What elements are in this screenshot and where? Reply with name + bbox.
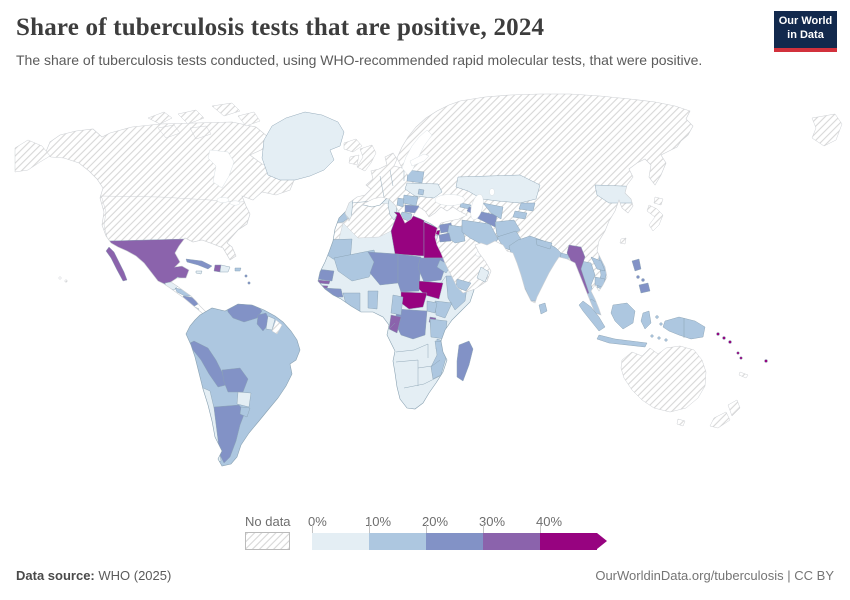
country-usa[interactable] (99, 195, 255, 261)
arctic-island[interactable] (157, 124, 181, 139)
country-puerto-rico[interactable] (234, 267, 242, 272)
country-mali[interactable] (333, 249, 378, 282)
country-indonesia-borneo[interactable] (610, 302, 636, 330)
country-dominican-republic[interactable] (219, 264, 231, 273)
country-french-guiana[interactable] (271, 319, 283, 335)
island-dot[interactable] (736, 351, 740, 355)
country-uganda[interactable] (426, 300, 438, 314)
arctic-island[interactable] (211, 102, 241, 117)
country-indonesia-java[interactable] (596, 334, 648, 348)
country-uk[interactable] (356, 144, 377, 172)
country-tasmania[interactable] (676, 418, 686, 427)
country-iceland[interactable] (343, 138, 363, 153)
country-nz-south[interactable] (709, 411, 731, 429)
country-serbia[interactable] (396, 197, 405, 208)
country-new-caledonia[interactable] (738, 371, 749, 379)
country-nz-north[interactable] (727, 399, 741, 417)
island-dot[interactable] (655, 315, 659, 319)
chart-footer: Data source: WHO (2025) OurWorldinData.o… (16, 568, 834, 583)
island-dot[interactable] (244, 274, 248, 278)
country-mexico-baja[interactable] (105, 246, 128, 282)
country-chad[interactable] (397, 253, 422, 293)
country-suriname[interactable] (265, 315, 276, 331)
country-uruguay[interactable] (239, 406, 251, 418)
country-jamaica[interactable] (195, 270, 203, 275)
island-dot[interactable] (716, 332, 720, 336)
country-taiwan[interactable] (619, 237, 627, 245)
country-moldova[interactable] (417, 188, 425, 196)
country-sierra-leone[interactable] (323, 296, 335, 306)
island-dot[interactable] (247, 281, 251, 285)
chart-header: Share of tuberculosis tests that are pos… (16, 14, 766, 68)
country-uzbekistan[interactable] (482, 202, 504, 220)
island-dot[interactable] (659, 322, 663, 326)
country-philippines-mindanao[interactable] (638, 282, 651, 294)
country-togo-benin[interactable] (367, 290, 379, 310)
arctic-island[interactable] (177, 109, 205, 125)
island-dot[interactable] (739, 356, 743, 360)
arctic-island[interactable] (147, 111, 173, 125)
country-cameroon[interactable] (390, 294, 404, 316)
page-title: Share of tuberculosis tests that are pos… (16, 14, 545, 41)
country-bolivia[interactable] (221, 367, 249, 393)
arctic-island[interactable] (189, 125, 212, 140)
country-nicaragua[interactable] (182, 295, 199, 308)
country-cambodia[interactable] (594, 276, 606, 288)
country-japan[interactable] (646, 204, 664, 232)
island-dot[interactable] (657, 336, 661, 340)
country-guinea[interactable] (323, 287, 344, 298)
country-yemen[interactable] (455, 278, 472, 292)
country-philippines-luzon[interactable] (631, 258, 642, 272)
island-dot[interactable] (64, 279, 68, 283)
country-belarus[interactable] (406, 169, 425, 184)
island-dot[interactable] (764, 359, 768, 363)
island-dot[interactable] (650, 334, 654, 338)
country-cuba[interactable] (185, 258, 213, 270)
owid-logo[interactable]: Our World in Data (774, 11, 837, 52)
country-australia[interactable] (620, 345, 707, 413)
island-dot[interactable] (636, 275, 640, 279)
island-dot[interactable] (728, 340, 732, 344)
country-nepal[interactable] (535, 238, 553, 250)
arctic-island[interactable] (237, 111, 261, 127)
country-indonesia-sumatra[interactable] (578, 300, 606, 332)
country-congo[interactable] (388, 314, 402, 334)
country-paraguay[interactable] (236, 391, 252, 408)
chart-subtitle: The share of tuberculosis tests conducte… (16, 52, 703, 68)
data-source: Data source: WHO (2025) (16, 568, 172, 583)
country-kyrgyzstan[interactable] (518, 202, 536, 212)
country-laos[interactable] (590, 256, 606, 272)
country-russia-east[interactable] (811, 113, 843, 147)
island-dot[interactable] (722, 336, 726, 340)
country-sri-lanka[interactable] (538, 302, 548, 315)
country-ireland[interactable] (348, 154, 360, 166)
country-japan-hokkaido[interactable] (653, 196, 664, 206)
country-indonesia-sulawesi[interactable] (640, 310, 652, 330)
country-russia-wrap[interactable] (14, 139, 51, 173)
country-madagascar[interactable] (456, 340, 474, 382)
country-jordan[interactable] (438, 232, 452, 243)
country-tajikistan[interactable] (512, 210, 528, 220)
island-dot[interactable] (58, 276, 62, 280)
island-dot[interactable] (641, 278, 645, 282)
country-gambia[interactable] (317, 279, 331, 285)
country-senegal[interactable] (317, 268, 335, 282)
footer-link[interactable]: OurWorldinData.org/tuberculosis | CC BY (595, 568, 834, 583)
country-bulgaria[interactable] (404, 204, 420, 214)
country-greenland[interactable] (261, 111, 345, 181)
country-tanzania[interactable] (429, 318, 448, 340)
island-dot[interactable] (664, 338, 668, 342)
